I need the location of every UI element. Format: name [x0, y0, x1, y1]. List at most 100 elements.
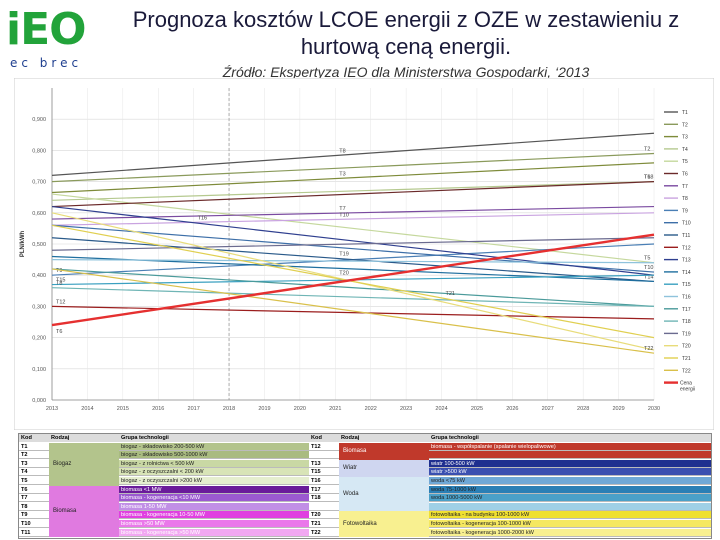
table-header: Grupa technologii [429, 434, 711, 442]
series-label: T10 [339, 212, 348, 218]
series-line-t7 [51, 205, 655, 220]
table-code-cell: T4 [19, 468, 49, 477]
logo-mark: iEO [6, 4, 87, 55]
series-label: T9 [56, 268, 62, 274]
series-line-t19 [51, 237, 655, 251]
x-tick-label: 2027 [542, 406, 554, 412]
table-group-cell: Fotowoltaika [339, 511, 429, 538]
table-tech-cell: biomasa >50 MW [119, 520, 309, 528]
table-header: Kod [309, 434, 339, 442]
legend-label: T11 [682, 233, 690, 239]
chart-background [14, 78, 714, 430]
table-code-cell: T18 [309, 494, 339, 503]
table-header: Grupa technologii [119, 434, 309, 442]
x-tick-label: 2019 [258, 406, 270, 412]
x-tick-label: 2023 [400, 406, 412, 412]
y-axis-label: PLN/kWh [20, 231, 26, 258]
legend-label: T21 [682, 356, 691, 362]
legend-label: T12 [682, 245, 691, 251]
series-label: T8 [56, 281, 62, 287]
table-code-cell: T10 [19, 520, 49, 528]
series-label: T12 [56, 299, 65, 305]
table-code-cell: T9 [19, 511, 49, 520]
legend-label: T9 [682, 208, 688, 214]
x-tick-label: 2025 [471, 406, 483, 412]
series-label: T18 [644, 175, 653, 181]
series-label: T20 [339, 270, 348, 276]
table-tech-cell [429, 451, 711, 460]
x-tick-label: 2021 [329, 406, 341, 412]
table-tech-cell: wiatr 100-500 kW [429, 459, 711, 468]
table-tech-cell: fotowoltaika - kogeneracja 100-1000 kW [429, 520, 711, 528]
table-code-cell: T11 [19, 528, 49, 537]
y-tick-label: 0,700 [32, 180, 46, 186]
series-label: T22 [644, 346, 653, 352]
legend-label: T3 [682, 135, 688, 141]
x-tick-label: 2030 [648, 406, 660, 412]
series-label: T21 [446, 291, 455, 297]
table-tech-cell: woda 75-1000 kW [429, 485, 711, 494]
series-label: T15 [56, 278, 65, 284]
legend-label: T20 [682, 344, 691, 350]
table-tech-cell: biogaz - z oczyszczalni >200 kW [119, 477, 309, 485]
y-tick-label: 0,100 [32, 367, 46, 373]
table-code-cell [309, 451, 339, 460]
table-group-cell: Biomasa [49, 485, 119, 538]
table-code-cell: T2 [19, 451, 49, 460]
legend-label: T7 [682, 184, 688, 190]
x-tick-label: 2020 [294, 406, 306, 412]
legend-label: T6 [682, 172, 688, 178]
legend-label: Cena [680, 381, 692, 387]
table-tech-cell: biomasa - współspalanie (spalanie wielop… [429, 442, 711, 451]
legend-label: T19 [682, 331, 691, 337]
table-header: Rodzaj [339, 434, 429, 442]
y-tick-label: 0,000 [32, 398, 46, 404]
series-line-t12 [51, 305, 655, 320]
ieo-logo: iEO ec brec [6, 6, 106, 72]
series-line-t3 [51, 162, 655, 194]
series-line-t4 [51, 181, 655, 201]
y-tick-label: 0,600 [32, 211, 46, 217]
logo-subtext: ec brec [10, 56, 83, 70]
table-tech-cell: biomasa 1-50 MW [119, 502, 309, 511]
page-title: Prognoza kosztów LCOE energii z OZE w ze… [132, 7, 680, 59]
table-code-cell: T16 [309, 477, 339, 485]
source-note: Źródło: Ekspertyza IEO dla Ministerstwa … [222, 64, 590, 80]
x-tick-label: 2029 [612, 406, 624, 412]
series-label: T16 [198, 216, 207, 222]
series-line-t13 [51, 205, 655, 276]
y-tick-label: 0,300 [32, 304, 46, 310]
series-line-t1 [51, 132, 655, 176]
x-tick-label: 2022 [365, 406, 377, 412]
x-tick-label: 2014 [81, 406, 93, 412]
table-code-cell: T5 [19, 477, 49, 485]
series-line-cena-energii [51, 233, 655, 327]
y-tick-label: 0,400 [32, 273, 46, 279]
table-code-cell [309, 502, 339, 511]
table-tech-cell: wiatr >500 kW [429, 468, 711, 477]
series-line-t5 [51, 193, 655, 264]
x-tick-label: 2018 [223, 406, 235, 412]
series-label: T14 [644, 274, 653, 280]
series-label: T8 [339, 149, 345, 155]
table-code-cell: T3 [19, 459, 49, 468]
table-tech-cell: biogaz - składowisko 200-500 kW [119, 442, 309, 451]
series-line-t8 [51, 212, 655, 226]
table-code-cell: T22 [309, 528, 339, 537]
series-label: T6 [56, 329, 62, 335]
table-code-cell: T7 [19, 494, 49, 503]
y-tick-label: 0,800 [32, 148, 46, 154]
table-code-cell: T17 [309, 485, 339, 494]
series-line-t6 [51, 181, 655, 208]
table-tech-cell: fotowoltaika - na budynku 100-1000 kW [429, 511, 711, 520]
series-line-t17 [51, 268, 655, 307]
legend-label: T8 [682, 196, 688, 202]
series-line-t11 [51, 237, 655, 283]
table-group-cell: Wiatr [339, 459, 429, 477]
series-label: T5 [644, 256, 650, 262]
series-label: T6 [644, 175, 650, 181]
legend-label: T13 [682, 258, 691, 264]
table-tech-cell [429, 502, 711, 511]
table-tech-cell: biogaz - z oczyszczalni < 200 kW [119, 468, 309, 477]
y-tick-label: 0,900 [32, 117, 46, 123]
